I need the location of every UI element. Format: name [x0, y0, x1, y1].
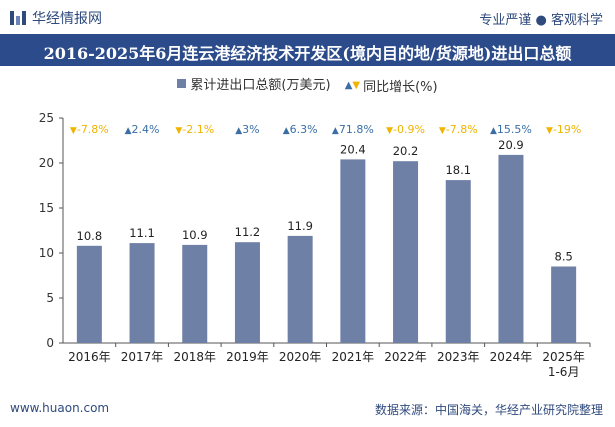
growth-label: ▼-2.1%: [175, 123, 214, 136]
growth-value: -7.8%: [77, 123, 109, 136]
triangle-up-icon: ▲: [235, 126, 242, 136]
bar: [182, 244, 208, 343]
triangle-down-icon: ▼: [386, 126, 393, 136]
bar-value-label: 18.1: [445, 163, 471, 177]
bar: [393, 161, 419, 343]
growth-value: 15.5%: [497, 123, 532, 136]
growth-label: ▼-7.8%: [439, 123, 478, 136]
triangle-down-icon: ▼: [70, 126, 77, 136]
triangle-up-icon: ▲: [332, 126, 339, 136]
growth-value: -19%: [553, 123, 581, 136]
footer: www.huaon.com 数据来源：中国海关，华经产业研究院整理: [0, 394, 615, 427]
bar-chart: 051015202510.8▼-7.8%2016年11.1▲2.4%2017年1…: [39, 111, 591, 379]
x-tick-label: 2019年: [226, 350, 269, 364]
triangle-up-icon: ▲: [125, 126, 132, 136]
x-tick-label: 2016年: [68, 350, 111, 364]
growth-label: ▼-7.8%: [70, 123, 109, 136]
x-tick-label: 2023年: [437, 350, 480, 364]
title-bar: 2016-2025年6月连云港经济技术开发区(境内目的地/货源地)进出口总额: [0, 34, 615, 66]
bar: [287, 235, 313, 343]
bar-logo-icon: [10, 11, 26, 25]
triangle-up-icon: ▲: [283, 126, 290, 136]
brand: 华经情报网: [10, 8, 102, 28]
triangle-down-icon: ▼: [352, 80, 361, 91]
x-tick-label: 2025年: [542, 350, 585, 364]
triangle-up-icon: ▲: [344, 80, 353, 91]
bar-value-label: 10.9: [182, 228, 208, 242]
data-source: 数据来源：中国海关，华经产业研究院整理: [374, 403, 603, 417]
legend-square-icon: [177, 79, 187, 88]
growth-label: ▲3%: [235, 123, 259, 136]
triangle-down-icon: ▼: [546, 126, 553, 136]
x-tick-label: 2024年: [490, 350, 533, 364]
growth-value: 2.4%: [132, 123, 160, 136]
legend-label-growth: 同比增长(%): [363, 80, 438, 95]
growth-value: 3%: [242, 123, 259, 136]
bar: [234, 242, 260, 343]
brand-name: 华经情报网: [32, 11, 102, 27]
y-tick-label: 20: [39, 156, 54, 170]
bar-value-label: 11.1: [129, 226, 155, 240]
bar-value-label: 20.4: [340, 142, 366, 156]
growth-label: ▼-19%: [546, 123, 581, 136]
growth-value: -2.1%: [182, 123, 214, 136]
triangle-down-icon: ▼: [439, 126, 446, 136]
growth-label: ▼-0.9%: [386, 123, 425, 136]
bar: [445, 180, 471, 343]
y-tick-label: 0: [46, 336, 54, 350]
growth-value: -0.9%: [393, 123, 425, 136]
top-bar: 华经情报网 专业严谨 ● 客观科学: [0, 0, 615, 34]
x-tick-label: 2017年: [121, 350, 164, 364]
y-tick-label: 10: [39, 246, 54, 260]
bar: [76, 245, 102, 343]
growth-label: ▲15.5%: [490, 123, 532, 136]
chart-title: 2016-2025年6月连云港经济技术开发区(境内目的地/货源地)进出口总额: [43, 44, 572, 63]
bar-value-label: 10.8: [77, 229, 103, 243]
website-link[interactable]: www.huaon.com: [10, 401, 110, 415]
bar: [340, 159, 366, 343]
y-tick-label: 25: [39, 111, 54, 125]
bar: [498, 154, 524, 343]
bar-value-label: 20.2: [393, 144, 419, 158]
x-tick-label: 2018年: [173, 350, 216, 364]
y-tick-label: 15: [39, 201, 54, 215]
growth-label: ▲2.4%: [125, 123, 160, 136]
legend-item-total: 累计进出口总额(万美元): [177, 74, 331, 93]
bar-value-label: 11.2: [235, 225, 261, 239]
growth-value: 71.8%: [339, 123, 374, 136]
x-tick-label: 2022年: [384, 350, 427, 364]
legend: 累计进出口总额(万美元) ▲ ▼ 同比增长(%): [0, 74, 615, 95]
y-tick-label: 5: [46, 291, 54, 305]
x-tick-label: 2021年: [332, 350, 375, 364]
legend-item-growth: ▲ ▼ 同比增长(%): [345, 76, 438, 95]
growth-label: ▲6.3%: [283, 123, 318, 136]
triangle-up-icon: ▲: [490, 126, 497, 136]
bar: [551, 266, 577, 343]
x-tick-label: 1-6月: [548, 365, 580, 379]
slogan: 专业严谨 ● 客观科学: [479, 13, 603, 28]
triangle-down-icon: ▼: [175, 126, 182, 136]
bar-value-label: 20.9: [498, 138, 524, 152]
x-tick-label: 2020年: [279, 350, 322, 364]
legend-label-total: 累计进出口总额(万美元): [190, 78, 331, 93]
bar-value-label: 11.9: [287, 219, 313, 233]
growth-value: 6.3%: [290, 123, 318, 136]
bar-value-label: 8.5: [555, 250, 573, 264]
growth-value: -7.8%: [446, 123, 478, 136]
bar: [129, 243, 155, 343]
growth-label: ▲71.8%: [332, 123, 374, 136]
